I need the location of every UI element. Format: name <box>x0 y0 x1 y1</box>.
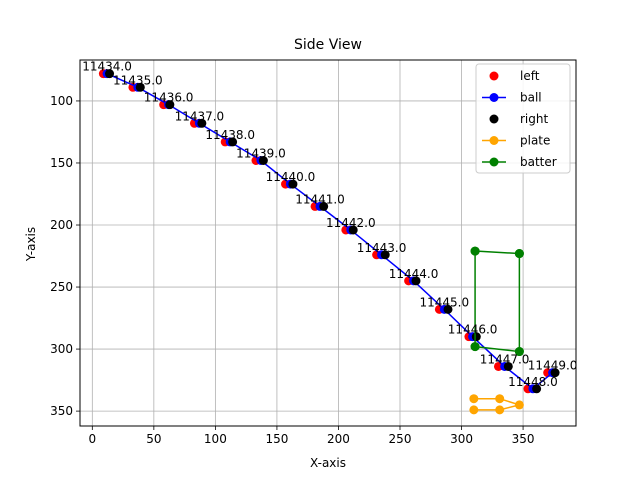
x-tick-label: 250 <box>389 432 412 446</box>
y-axis-label: Y-axis <box>24 227 38 262</box>
frame-label: 11440.0 <box>266 170 316 184</box>
x-tick-label: 350 <box>512 432 535 446</box>
right-point <box>258 155 268 165</box>
frame-label: 11446.0 <box>448 323 498 337</box>
frame-label: 11443.0 <box>357 241 407 255</box>
series-layer <box>98 69 560 415</box>
left-point <box>493 361 503 371</box>
axis-ticks: 0 50 100 150 200 250 300 350 100 150 200 250 300 350 <box>50 94 534 446</box>
x-tick-label: 300 <box>450 432 473 446</box>
x-tick-label: 100 <box>204 432 227 446</box>
batter-point <box>514 249 524 259</box>
y-tick-label: 100 <box>50 94 73 108</box>
batter-line <box>474 345 520 353</box>
plate-legend-marker <box>489 136 499 145</box>
y-tick-label: 200 <box>50 218 73 232</box>
right-point <box>550 368 560 378</box>
right-point <box>503 361 513 371</box>
frame-label: 11445.0 <box>419 295 469 309</box>
plate-point <box>469 394 479 404</box>
right-point <box>471 332 481 342</box>
plate-point <box>514 400 524 410</box>
frame-label: 11439.0 <box>236 146 286 160</box>
plate-point <box>495 394 505 404</box>
right-point <box>380 250 390 260</box>
frame-label: 11441.0 <box>295 192 345 206</box>
plot-frame <box>79 59 577 427</box>
left-legend-marker <box>489 71 499 81</box>
ball-line <box>106 72 554 390</box>
right-point <box>105 69 115 79</box>
frame-label: 11435.0 <box>113 73 163 87</box>
frame-label: 11437.0 <box>175 109 225 123</box>
batter-legend-marker <box>489 157 499 167</box>
legend-label-ball: ball <box>520 91 542 105</box>
legend-label-plate: plate <box>520 134 550 148</box>
legend-label-batter: batter <box>520 155 557 169</box>
right-point <box>411 276 421 286</box>
right-point <box>348 225 358 235</box>
grid-lines <box>80 60 576 426</box>
right-point <box>135 82 145 92</box>
plate-point <box>469 405 479 415</box>
right-point <box>228 137 238 147</box>
frame-label: 11434.0 <box>82 60 132 74</box>
legend-label-left: left <box>520 69 540 83</box>
x-tick-label: 150 <box>265 432 288 446</box>
frame-label: 11436.0 <box>144 91 194 105</box>
legend-label-right: right <box>520 112 548 126</box>
frame-label: 11438.0 <box>205 128 255 142</box>
frame-label: 11447.0 <box>480 352 530 366</box>
right-point <box>319 201 329 211</box>
plate-point <box>495 405 505 415</box>
x-tick-label: 50 <box>146 432 161 446</box>
right-point <box>288 179 298 189</box>
batter-point <box>470 342 480 352</box>
right-point <box>443 304 453 314</box>
y-tick-label: 250 <box>50 280 73 294</box>
frame-label: 11442.0 <box>326 216 376 230</box>
batter-point <box>514 347 524 357</box>
legend-box <box>475 63 571 174</box>
ball-legend-marker <box>489 93 499 102</box>
batter-point <box>470 246 480 256</box>
right-point <box>165 100 175 110</box>
y-tick-label: 350 <box>50 404 73 418</box>
chart-title: Side View <box>294 37 362 53</box>
right-point <box>532 384 542 394</box>
frame-label: 11444.0 <box>389 267 439 281</box>
y-tick-label: 150 <box>50 156 73 170</box>
x-tick-label: 200 <box>327 432 350 446</box>
batter-line <box>475 250 520 255</box>
frame-label: 11449.0 <box>528 359 578 373</box>
legend: left ball right plate batter <box>475 63 571 174</box>
right-point <box>197 118 207 128</box>
x-axis-label: X-axis <box>310 456 346 470</box>
y-tick-label: 300 <box>50 342 73 356</box>
frame-label: 11448.0 <box>508 375 558 389</box>
right-legend-marker <box>489 114 499 124</box>
x-tick-label: 0 <box>88 432 96 446</box>
